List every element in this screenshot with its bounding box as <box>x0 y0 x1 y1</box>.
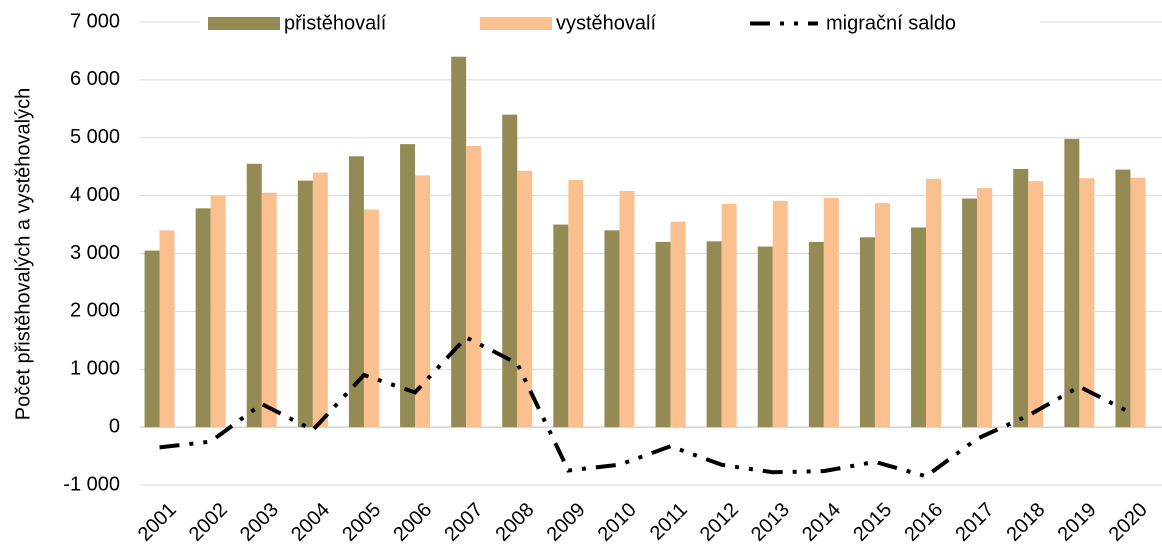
saldo-line <box>159 334 1132 479</box>
x-tick-label: 2003 <box>236 499 283 546</box>
x-tick-label: 2016 <box>900 499 947 546</box>
bar <box>706 241 722 428</box>
bar <box>400 144 416 428</box>
bar <box>517 170 533 428</box>
bar <box>246 163 262 428</box>
bar <box>210 195 226 428</box>
y-tick-label: 0 <box>109 415 120 437</box>
x-tick-label: 2001 <box>134 499 181 546</box>
x-tick-label: 2002 <box>185 499 232 546</box>
x-tick-label: 2004 <box>287 499 334 546</box>
y-tick-label: 2 000 <box>70 300 120 322</box>
bar <box>619 190 635 428</box>
bar <box>195 208 211 428</box>
bar <box>962 198 978 428</box>
bar <box>655 241 671 428</box>
x-tick-label: 2014 <box>798 499 845 546</box>
y-tick-label: 6 000 <box>70 68 120 90</box>
bar <box>451 56 467 428</box>
x-tick-label: 2011 <box>646 499 692 545</box>
y-tick-label: 3 000 <box>70 242 120 264</box>
y-tick-label: 1 000 <box>70 358 120 380</box>
x-tick-label: 2007 <box>440 499 487 546</box>
bar <box>1028 181 1044 428</box>
bar <box>977 188 993 428</box>
bar <box>670 221 686 428</box>
y-axis-title: Počet přistěhovalých a vystěhovalých <box>12 88 34 420</box>
bar <box>159 230 175 428</box>
bar <box>859 237 875 428</box>
bar <box>553 224 569 428</box>
y-tick-label: -1 000 <box>63 473 120 495</box>
bar <box>1115 169 1131 428</box>
bar <box>1130 177 1146 428</box>
bar <box>604 230 620 428</box>
bar <box>312 172 328 428</box>
legend-swatch <box>208 17 280 30</box>
x-tick-label: 2005 <box>338 499 385 546</box>
x-tick-label: 2008 <box>491 499 538 546</box>
x-tick-label: 2018 <box>1002 499 1049 546</box>
bar <box>144 250 160 428</box>
bar <box>297 180 313 428</box>
x-tick-label: 2010 <box>594 499 641 546</box>
legend-label: přistěhovalí <box>284 12 387 34</box>
x-tick-label: 2019 <box>1054 499 1101 546</box>
bar <box>911 227 927 428</box>
bar <box>874 203 890 428</box>
bar <box>1064 138 1080 428</box>
bar <box>415 175 431 428</box>
legend-label: migrační saldo <box>826 12 956 34</box>
bar <box>466 145 482 428</box>
bar <box>348 156 364 428</box>
x-tick-label: 2020 <box>1105 499 1152 546</box>
y-tick-label: 5 000 <box>70 126 120 148</box>
bar <box>502 114 518 428</box>
bar <box>757 246 773 428</box>
legend-label: vystěhovalí <box>556 12 656 34</box>
x-tick-label: 2015 <box>849 499 896 546</box>
bar <box>261 192 277 428</box>
y-tick-label: 7 000 <box>70 10 120 32</box>
bar <box>823 197 839 428</box>
bar <box>1079 178 1095 428</box>
x-tick-label: 2012 <box>696 499 743 546</box>
bar <box>1013 169 1029 428</box>
x-tick-label: 2009 <box>543 499 590 546</box>
legend-swatch <box>480 17 552 30</box>
x-tick-label: 2017 <box>951 499 998 546</box>
bar <box>772 200 788 428</box>
bar <box>926 178 942 428</box>
x-tick-label: 2013 <box>747 499 794 546</box>
legend-bg <box>200 8 1040 38</box>
bar <box>808 241 824 428</box>
bar <box>721 203 737 428</box>
bar <box>363 209 379 428</box>
x-tick-label: 2006 <box>389 499 436 546</box>
y-tick-label: 4 000 <box>70 184 120 206</box>
bar <box>568 179 584 428</box>
